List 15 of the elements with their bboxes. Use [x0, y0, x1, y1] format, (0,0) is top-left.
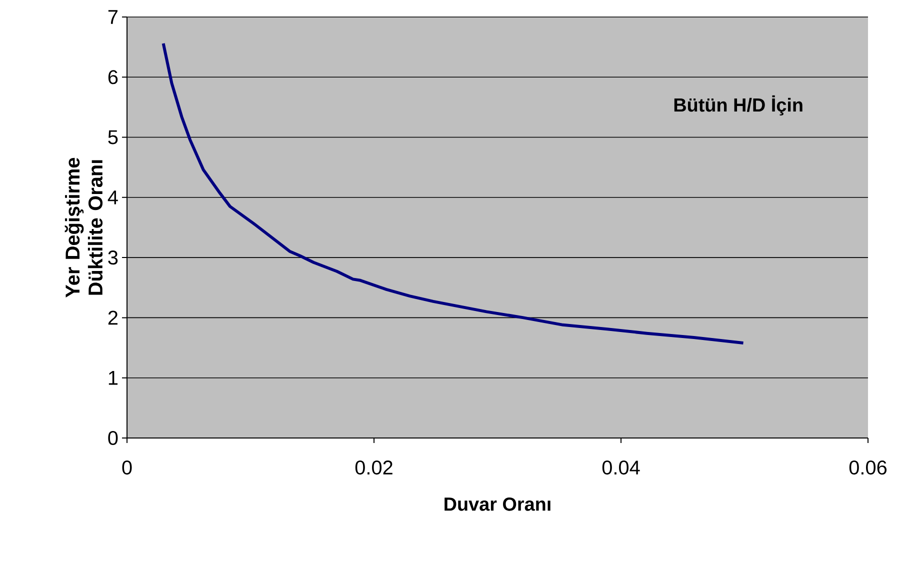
x-tick-label: 0.06: [849, 460, 887, 475]
y-tick-label: 0: [108, 430, 118, 446]
y-tick-label: 7: [108, 10, 118, 24]
y-tick-label: 6: [108, 70, 118, 84]
y-tick-label: 4: [108, 190, 118, 204]
y-tick-label: 2: [108, 310, 118, 325]
y-tick-label: 1: [108, 370, 118, 385]
x-tick-label: 0: [122, 460, 132, 475]
x-tick-label: 0.04: [602, 460, 640, 475]
annotation: Bütün H/D İçin: [674, 95, 802, 116]
y-tick-label: 3: [108, 250, 118, 265]
x-tick-label: 0.02: [355, 460, 392, 475]
y-tick-label: 5: [108, 130, 118, 144]
x-axis-title: Duvar Oranı: [444, 497, 550, 511]
y-axis-title: Yer Değiştirme Düktilite Oranı: [64, 158, 103, 298]
